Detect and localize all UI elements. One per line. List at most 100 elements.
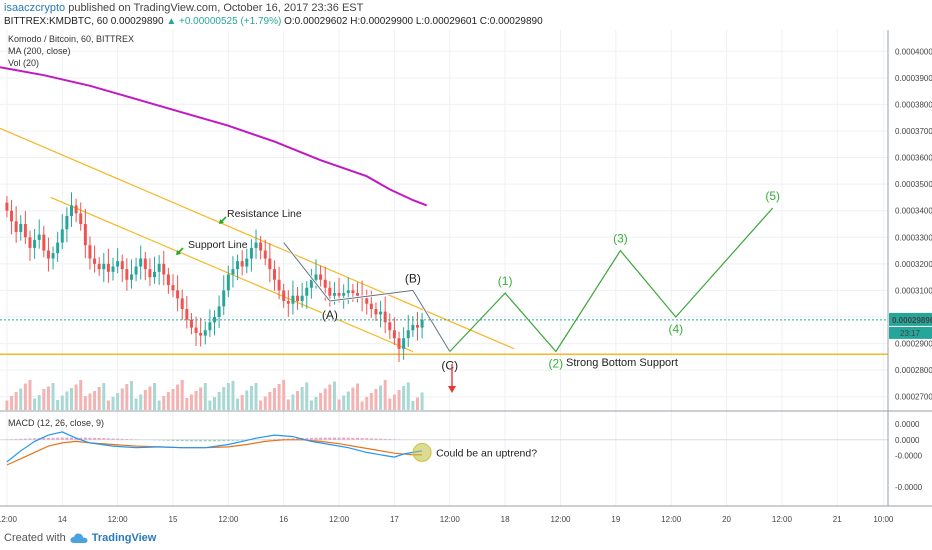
macd-histogram-bar [379, 438, 383, 440]
volume-bar [51, 383, 55, 410]
resistance-line [0, 127, 515, 350]
uptrend-annotation: Could be an uptrend? [436, 447, 537, 459]
candle-body [226, 274, 230, 291]
macd-histogram-bar [97, 437, 101, 440]
volume-bar [176, 384, 180, 410]
chart-area[interactable]: (A) (B) (C) (1) (2) (3) (4) (5) Resistance Line S… [0, 30, 932, 530]
volume-bar [208, 400, 212, 410]
volume-bar [291, 394, 295, 410]
macd-histogram-bar [65, 437, 69, 440]
ma200-line [0, 66, 428, 207]
candle-body [79, 213, 83, 224]
candle-body [268, 258, 272, 270]
candle-body [319, 274, 323, 280]
candle-body [134, 266, 138, 275]
uptrend-highlight-circle [412, 442, 432, 462]
candle-body [153, 271, 157, 278]
macd-histogram-bar [231, 439, 235, 441]
created-with-text: Created with [4, 532, 66, 544]
last-price-badge [889, 312, 932, 326]
macd-histogram-bar [328, 437, 332, 440]
volume-bar [222, 387, 226, 410]
macd-histogram-bar [28, 438, 32, 440]
volume-bar [70, 388, 74, 410]
candle-body [254, 242, 258, 248]
candle-body [346, 290, 350, 294]
volume-bar [226, 383, 230, 410]
volume-bar [189, 394, 193, 410]
macd-histogram-bar [346, 437, 350, 440]
macd-histogram-bar [319, 437, 323, 440]
macd-histogram-bar [102, 438, 106, 440]
volume-bar [56, 400, 60, 410]
volume-bar [102, 383, 106, 410]
candle-body [203, 330, 207, 336]
macd-histogram-bar [23, 438, 27, 440]
candle-body [60, 229, 64, 243]
volume-bar [106, 400, 110, 410]
volume-bar [14, 392, 18, 410]
macd-histogram-bar [116, 438, 120, 440]
wave-label-5: (5) [765, 189, 780, 203]
macd-tick-label: 0.0000 [895, 420, 920, 429]
candle-body [323, 279, 327, 288]
time-tick-label: 12:00 [218, 515, 239, 524]
macd-histogram-bar [42, 438, 46, 440]
volume-bar [402, 386, 406, 410]
macd-histogram-bar [10, 439, 14, 440]
volume-bar [5, 400, 9, 410]
volume-bar [203, 383, 207, 410]
candle-body [70, 205, 74, 217]
volume-bar [93, 391, 97, 410]
candle-body [111, 266, 115, 272]
volume-bar [213, 397, 217, 410]
time-tick-label: 12:00 [550, 515, 571, 524]
candle-body [383, 311, 387, 323]
macd-histogram-bar [365, 438, 369, 440]
candle-body [291, 295, 295, 304]
candle-body [411, 324, 415, 331]
macd-histogram-bar [286, 438, 290, 440]
breakdown-arrow-head [448, 386, 456, 393]
volume-bar [97, 387, 101, 410]
volume-bar [392, 394, 396, 410]
candle-body [277, 279, 281, 291]
impulse-wave-line [449, 207, 774, 353]
volume-bar [263, 396, 267, 410]
candle-body [102, 263, 106, 270]
volume-bar [129, 381, 133, 410]
time-tick-label: 12:00 [329, 515, 350, 524]
macd-histogram-bar [83, 437, 87, 440]
macd-histogram-bar [309, 437, 313, 440]
author-name[interactable]: isaaczcrypto [4, 2, 66, 14]
candle-body [97, 263, 101, 270]
candle-body [83, 223, 87, 246]
macd-histogram-bar [222, 439, 226, 442]
volume-bar [240, 395, 244, 410]
macd-histogram-bar [323, 437, 327, 440]
macd-histogram-bar [332, 437, 336, 440]
candle-body [28, 237, 32, 248]
time-tick-label: 12:00 [772, 515, 793, 524]
macd-histogram-bar [194, 439, 198, 442]
countdown-label: 23:17 [900, 329, 921, 338]
tradingview-cloud-icon [70, 533, 88, 543]
candle-body [37, 234, 41, 240]
tradingview-logo[interactable]: TradingView [91, 532, 157, 544]
time-tick-label: 10:00 [873, 515, 894, 524]
candle-body [402, 338, 406, 349]
candle-body [240, 261, 244, 267]
candle-body [351, 290, 355, 294]
volume-bar [282, 380, 286, 410]
candle-body [392, 330, 396, 339]
volume-bar [153, 383, 157, 410]
footer: Created with TradingView [4, 532, 156, 544]
volume-bar [37, 395, 41, 410]
macd-legend: MACD (12, 26, close, 9) [8, 418, 104, 428]
candle-body [328, 287, 332, 296]
volume-bar [328, 384, 332, 410]
candle-body [286, 301, 290, 304]
